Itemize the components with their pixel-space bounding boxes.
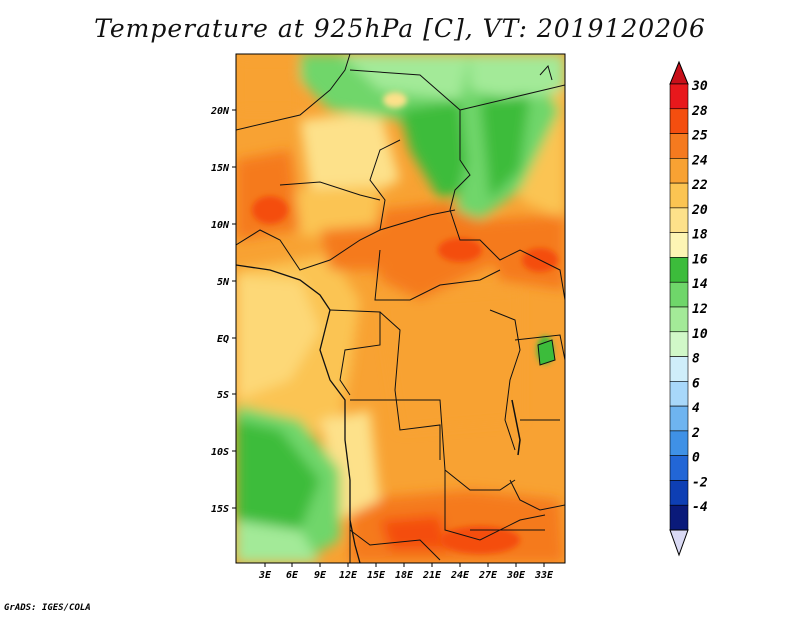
colorbar-label: 8 xyxy=(692,352,700,367)
lon-label-3e: 3E xyxy=(258,570,272,581)
colorbar-label: 12 xyxy=(692,302,708,317)
lon-label-27e: 27E xyxy=(478,570,498,581)
latitude-labels: 20N 15N 10N 5N EQ 5S 10S 15S xyxy=(210,106,230,515)
colorbar-label: 25 xyxy=(691,129,708,144)
colorbar-label: 10 xyxy=(692,327,708,342)
axis-ticks xyxy=(232,109,545,567)
country-borders xyxy=(236,54,565,563)
colorbar-swatch xyxy=(669,232,689,258)
lon-label-18e: 18E xyxy=(395,570,414,581)
colorbar-swatch xyxy=(669,504,689,531)
lat-label-10s: 10S xyxy=(211,447,229,458)
lon-label-24e: 24E xyxy=(450,570,470,581)
lat-label-15n: 15N xyxy=(211,163,230,174)
colorbar-label: 16 xyxy=(692,252,708,267)
lat-label-5s: 5S xyxy=(217,390,229,401)
colorbar-swatch xyxy=(669,480,689,506)
lon-label-15e: 15E xyxy=(367,570,386,581)
colorbar-swatch xyxy=(669,356,689,382)
lat-label-20n: 20N xyxy=(210,106,230,117)
lat-label-eq: EQ xyxy=(217,334,229,345)
lon-label-9e: 9E xyxy=(314,570,327,581)
lon-label-12e: 12E xyxy=(339,570,358,581)
colorbar-swatch xyxy=(669,257,689,283)
lon-label-30e: 30E xyxy=(506,570,526,581)
lon-label-33e: 33E xyxy=(534,570,554,581)
colorbar-label: -2 xyxy=(692,475,708,490)
colorbar-label: 22 xyxy=(691,178,708,193)
longitude-labels: 3E 6E 9E 12E 15E 18E 21E 24E 27E 30E 33E xyxy=(258,570,554,581)
colorbar-swatches xyxy=(669,83,689,531)
lon-label-6e: 6E xyxy=(286,570,299,581)
map-title: Temperature at 925hPa [C], VT: 201912020… xyxy=(94,14,706,43)
colorbar-swatch xyxy=(669,405,689,432)
colorbar-label: 28 xyxy=(691,104,708,119)
colorbar-swatch xyxy=(669,281,689,308)
colorbar-swatch xyxy=(669,306,689,333)
lat-label-5n: 5N xyxy=(217,277,230,288)
colorbar-swatch xyxy=(669,83,689,110)
colorbar-swatch xyxy=(669,331,689,357)
colorbar-swatch xyxy=(669,381,689,407)
grads-credit: GrADS: IGES/COLA xyxy=(4,603,91,613)
colorbar-swatch xyxy=(669,207,689,233)
colorbar-swatch xyxy=(669,133,689,159)
colorbar-label: 24 xyxy=(691,153,708,168)
colorbar-swatch xyxy=(669,455,689,481)
colorbar-label: 2 xyxy=(691,426,700,441)
lat-label-10n: 10N xyxy=(211,220,230,231)
plot-frame xyxy=(235,53,566,564)
colorbar-bottom-arrow xyxy=(669,529,689,557)
colorbar-label: 30 xyxy=(691,79,708,94)
colorbar-label: 0 xyxy=(692,451,700,466)
colorbar-swatch xyxy=(669,182,689,209)
colorbar-label: -4 xyxy=(692,500,708,515)
colorbar-swatch xyxy=(669,430,689,456)
colorbar-label: 4 xyxy=(692,401,700,416)
colorbar-label: 14 xyxy=(692,277,708,292)
colorbar-swatch xyxy=(669,158,689,184)
temperature-field xyxy=(236,54,565,563)
colorbar-label: 20 xyxy=(691,203,708,218)
colorbar-top-arrow xyxy=(669,60,689,85)
lat-label-15s: 15S xyxy=(211,504,229,515)
colorbar-label: 18 xyxy=(692,228,708,243)
colorbar-label: 6 xyxy=(692,376,700,391)
colorbar-swatch xyxy=(669,108,689,134)
lon-label-21e: 21E xyxy=(422,570,442,581)
